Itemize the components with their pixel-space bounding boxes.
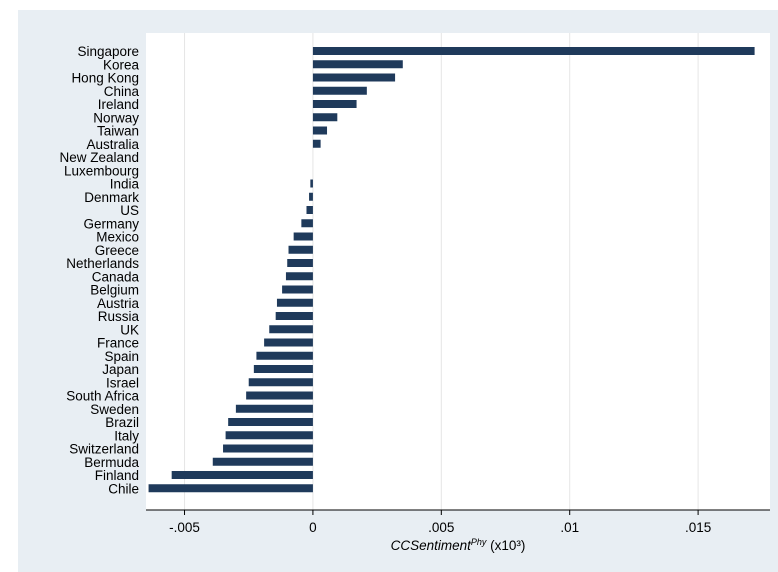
category-label: Austria [97, 296, 140, 311]
bar [301, 219, 313, 228]
category-label: France [97, 336, 139, 351]
grid-lines [184, 33, 699, 510]
category-label: Canada [92, 269, 140, 284]
plot-area [146, 33, 770, 510]
bar [282, 285, 313, 294]
bar [285, 272, 313, 281]
bar [269, 325, 313, 334]
category-label: Mexico [96, 230, 139, 245]
x-axis-title-main: CCSentiment [391, 538, 473, 553]
category-label: Hong Kong [71, 71, 139, 86]
bar [223, 444, 313, 453]
x-tick-label: .005 [428, 520, 454, 535]
category-label: Korea [103, 57, 140, 72]
category-label: Russia [98, 309, 140, 324]
category-label: South Africa [66, 389, 139, 404]
bar [275, 312, 313, 320]
category-label: Norway [93, 110, 139, 125]
bar [310, 179, 313, 188]
category-label: Sweden [90, 402, 139, 417]
category-label: Japan [102, 362, 139, 377]
category-label: India [110, 177, 140, 192]
bar [293, 232, 313, 241]
category-label: Greece [95, 243, 139, 258]
category-label: Singapore [77, 44, 139, 59]
category-label: Bermuda [84, 455, 139, 470]
category-label: US [120, 203, 139, 218]
category-label: Denmark [84, 190, 139, 205]
x-axis-title-suffix: (x10³) [486, 538, 525, 553]
bar [312, 73, 396, 82]
bar [276, 298, 313, 307]
bar [264, 338, 313, 347]
bar [246, 391, 313, 400]
category-label: Spain [104, 349, 139, 364]
bar [225, 431, 313, 440]
bar [171, 471, 313, 479]
category-label: Luxembourg [64, 163, 139, 178]
bar [256, 351, 313, 360]
category-label: Germany [83, 216, 139, 231]
category-label: Israel [106, 375, 139, 390]
x-tick-label: 0 [309, 520, 317, 535]
bar [253, 365, 313, 373]
category-label: Switzerland [69, 442, 139, 457]
bars [148, 47, 755, 493]
category-label: Finland [95, 468, 139, 483]
bar [312, 60, 403, 69]
category-label: Italy [114, 428, 139, 443]
bar [228, 418, 313, 426]
category-label: China [104, 84, 140, 99]
category-label: Brazil [105, 415, 139, 430]
category-label: Chile [108, 481, 139, 496]
bar [288, 245, 313, 254]
category-label: Ireland [98, 97, 139, 112]
category-label: Australia [86, 137, 139, 152]
bar [312, 86, 367, 95]
bar [248, 378, 313, 387]
bar [212, 457, 313, 466]
bar [312, 47, 755, 55]
bar [235, 404, 313, 413]
bar [287, 259, 313, 267]
category-label: Netherlands [66, 256, 139, 271]
category-label: UK [120, 322, 139, 337]
x-tick-label: -.005 [169, 520, 200, 535]
x-axis-title-superscript: Phy [471, 537, 487, 547]
x-tick-label: .01 [560, 520, 579, 535]
category-label: Taiwan [97, 124, 139, 139]
bar [306, 206, 313, 214]
category-label: Belgium [90, 283, 139, 298]
bar [312, 126, 328, 135]
bar [312, 113, 338, 122]
x-axis-ticks: -.005 0 .005 .01 .015 [169, 510, 711, 535]
x-axis-title: CCSentimentPhy (x10³) [391, 537, 526, 553]
bar [148, 484, 313, 493]
bar [312, 139, 321, 148]
x-tick-label: .015 [685, 520, 711, 535]
category-label: New Zealand [59, 150, 139, 165]
bar [312, 100, 357, 108]
bar [309, 192, 313, 201]
